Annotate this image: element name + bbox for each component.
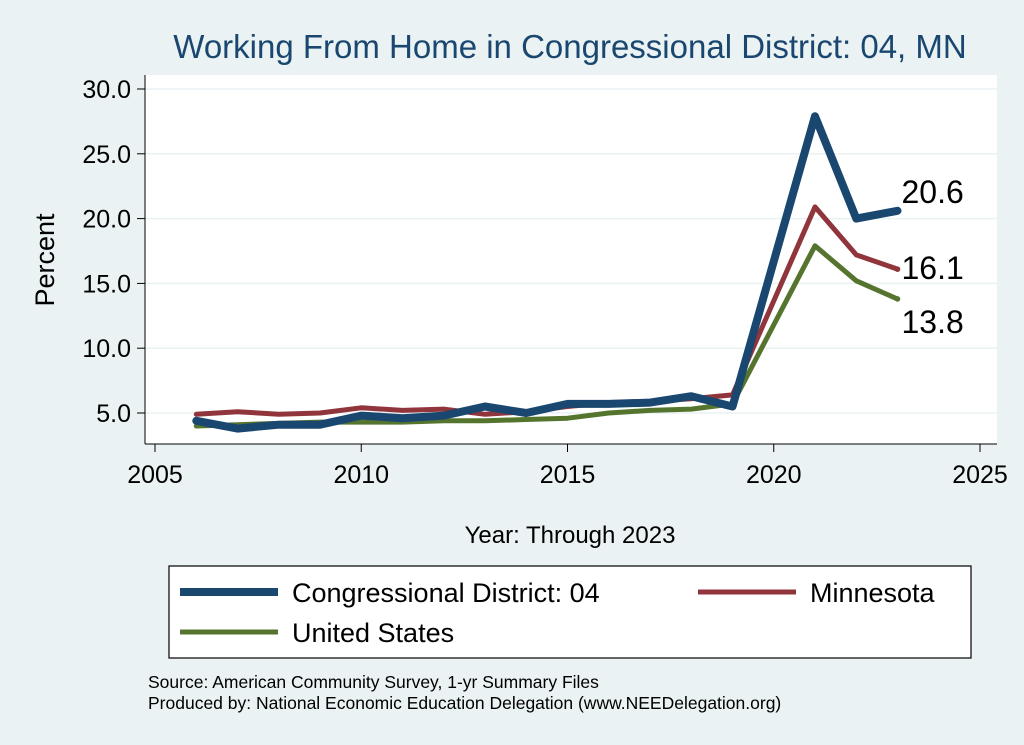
y-tick-label: 5.0 xyxy=(96,400,131,428)
y-tick-label: 10.0 xyxy=(82,335,131,363)
end-label: 16.1 xyxy=(902,250,964,286)
x-tick-label: 2010 xyxy=(333,461,389,489)
chart-title: Working From Home in Congressional Distr… xyxy=(173,28,966,65)
y-tick-label: 30.0 xyxy=(82,76,131,104)
series-lines xyxy=(192,112,902,433)
x-tick-label: 2005 xyxy=(127,461,183,489)
series-end-marker xyxy=(894,208,901,214)
x-tick-label: 2015 xyxy=(540,461,596,489)
producer-note: Produced by: National Economic Education… xyxy=(148,693,781,713)
legend-label: Minnesota xyxy=(810,578,936,608)
end-label: 20.6 xyxy=(902,174,964,210)
series-end-marker xyxy=(894,296,901,302)
x-tick-label: 2025 xyxy=(952,461,1008,489)
y-tick-label: 25.0 xyxy=(82,141,131,169)
legend: Congressional District: 04 Minnesota Unite… xyxy=(180,578,936,648)
end-label: 13.8 xyxy=(902,304,964,340)
end-labels: 20.6 16.1 13.8 xyxy=(902,174,964,340)
axes: 5.0 10.0 15.0 20.0 25.0 30.0 2005 2010 2015 2020 2… xyxy=(82,75,1008,489)
x-tick-label: 2020 xyxy=(746,461,802,489)
series-line-0 xyxy=(192,112,902,433)
plot-area xyxy=(145,75,997,444)
series-end-marker xyxy=(894,266,901,272)
y-tick-label: 15.0 xyxy=(82,270,131,298)
y-axis-label: Percent xyxy=(30,213,60,307)
legend-box xyxy=(168,565,972,659)
x-axis-label: Year: Through 2023 xyxy=(465,522,676,549)
y-tick-label: 20.0 xyxy=(82,206,131,234)
source-note: Source: American Community Survey, 1-yr … xyxy=(148,672,599,692)
legend-label: Congressional District: 04 xyxy=(292,578,600,608)
legend-label: United States xyxy=(292,618,454,648)
